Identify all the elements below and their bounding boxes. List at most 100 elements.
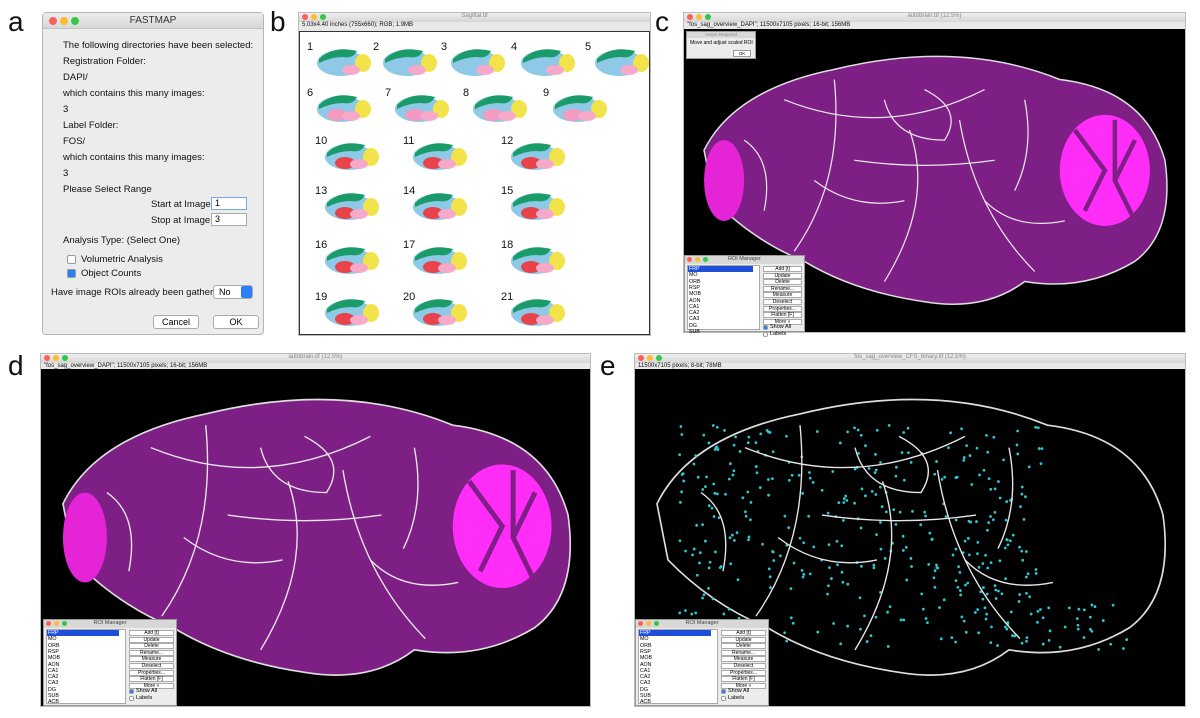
roi-item[interactable]: MOB bbox=[48, 655, 61, 662]
roi-item[interactable]: MO bbox=[640, 636, 649, 643]
checkbox[interactable] bbox=[129, 696, 134, 702]
roi-item[interactable]: SUB bbox=[640, 693, 651, 699]
roi-item[interactable]: MOB bbox=[689, 291, 702, 298]
window-control[interactable] bbox=[687, 257, 692, 262]
window-control[interactable] bbox=[54, 621, 59, 626]
window-control[interactable] bbox=[62, 355, 68, 361]
roi-item[interactable]: SUB bbox=[48, 693, 59, 699]
roi-item[interactable]: DG bbox=[689, 322, 697, 329]
roi-item[interactable]: MO bbox=[48, 636, 57, 643]
button[interactable]: Rename... bbox=[763, 285, 802, 292]
roi-item[interactable]: CA3 bbox=[640, 680, 651, 687]
button[interactable]: OK bbox=[733, 50, 751, 57]
button[interactable]: Properties... bbox=[721, 669, 766, 676]
select-box[interactable]: No bbox=[213, 285, 253, 299]
button[interactable]: Delete bbox=[129, 643, 174, 650]
button[interactable]: Update bbox=[763, 272, 802, 279]
button[interactable]: Properties... bbox=[763, 305, 802, 312]
button[interactable]: Delete bbox=[721, 643, 766, 650]
window-control[interactable] bbox=[71, 17, 79, 25]
button[interactable]: Deselect bbox=[721, 663, 766, 669]
button[interactable]: More » bbox=[129, 682, 174, 689]
window-control[interactable] bbox=[320, 14, 326, 20]
roi-item[interactable]: CA1 bbox=[689, 303, 700, 310]
window-control[interactable] bbox=[638, 621, 643, 626]
roi-item[interactable]: ORB bbox=[640, 642, 652, 649]
roi-item[interactable]: CA3 bbox=[48, 680, 59, 687]
roi-item[interactable]: RSP bbox=[640, 648, 651, 655]
roi-item[interactable]: CA2 bbox=[640, 674, 651, 681]
button[interactable]: Update bbox=[721, 636, 766, 643]
checkbox[interactable] bbox=[67, 269, 76, 278]
roi-item[interactable]: CA1 bbox=[48, 667, 59, 674]
roi-item[interactable]: DG bbox=[640, 686, 648, 693]
roi-item[interactable]: CA1 bbox=[640, 667, 651, 674]
button[interactable]: Measure bbox=[129, 656, 174, 663]
window-control[interactable] bbox=[46, 621, 51, 626]
window-control[interactable] bbox=[638, 355, 644, 361]
button[interactable]: Rename... bbox=[129, 649, 174, 656]
button[interactable]: Deselect bbox=[763, 299, 802, 305]
window-control[interactable] bbox=[53, 355, 59, 361]
button[interactable]: Add [t] bbox=[129, 630, 174, 636]
roi-item[interactable]: RSP bbox=[48, 648, 59, 655]
text-input[interactable]: 3 bbox=[211, 213, 247, 226]
checkbox[interactable] bbox=[721, 696, 726, 702]
checkbox[interactable] bbox=[129, 689, 134, 695]
text-input[interactable]: 1 bbox=[211, 197, 247, 210]
window-control[interactable] bbox=[703, 257, 708, 262]
button[interactable]: Delete bbox=[763, 279, 802, 286]
checkbox[interactable] bbox=[763, 332, 768, 338]
roi-item[interactable]: SUB bbox=[689, 329, 700, 335]
roi-item[interactable]: FRP bbox=[47, 630, 119, 637]
roi-item[interactable]: ORB bbox=[48, 642, 60, 649]
roi-item[interactable]: ACB bbox=[48, 699, 59, 706]
roi-item[interactable]: RSP bbox=[689, 284, 700, 291]
button[interactable]: Deselect bbox=[129, 663, 174, 669]
window-control[interactable] bbox=[44, 355, 50, 361]
checkbox[interactable] bbox=[763, 325, 768, 331]
window-control[interactable] bbox=[696, 14, 702, 20]
window-control[interactable] bbox=[60, 17, 68, 25]
window-control[interactable] bbox=[311, 14, 317, 20]
button[interactable]: Cancel bbox=[153, 315, 199, 329]
button[interactable]: Add [t] bbox=[763, 266, 802, 272]
roi-item[interactable]: MOB bbox=[640, 655, 653, 662]
checkbox[interactable] bbox=[721, 689, 726, 695]
roi-item[interactable]: MO bbox=[689, 272, 698, 279]
roi-item[interactable]: FRP bbox=[688, 266, 753, 273]
button[interactable]: Flatten [F] bbox=[763, 312, 802, 319]
roi-item[interactable]: ORB bbox=[689, 278, 701, 285]
button[interactable]: Flatten [F] bbox=[129, 676, 174, 683]
window-control[interactable] bbox=[705, 14, 711, 20]
window-control[interactable] bbox=[49, 17, 57, 25]
roi-item[interactable]: ACB bbox=[640, 699, 651, 706]
window-control[interactable] bbox=[687, 14, 693, 20]
button[interactable]: Rename... bbox=[721, 649, 766, 656]
button[interactable]: Measure bbox=[721, 656, 766, 663]
button[interactable]: Update bbox=[129, 636, 174, 643]
button[interactable]: More » bbox=[763, 318, 802, 325]
button[interactable]: More » bbox=[721, 682, 766, 689]
roi-item[interactable]: DG bbox=[48, 686, 56, 693]
window-control[interactable] bbox=[646, 621, 651, 626]
roi-item[interactable]: AON bbox=[689, 297, 701, 304]
window-control[interactable] bbox=[647, 355, 653, 361]
button[interactable]: Measure bbox=[763, 292, 802, 299]
roi-item[interactable]: AON bbox=[640, 661, 652, 668]
roi-item[interactable]: CA2 bbox=[48, 674, 59, 681]
window-control[interactable] bbox=[656, 355, 662, 361]
button[interactable]: Properties... bbox=[129, 669, 174, 676]
roi-item[interactable]: FRP bbox=[639, 630, 711, 637]
window-control[interactable] bbox=[654, 621, 659, 626]
roi-item[interactable]: AON bbox=[48, 661, 60, 668]
button[interactable]: Flatten [F] bbox=[721, 676, 766, 683]
roi-item[interactable]: CA2 bbox=[689, 310, 700, 317]
window-control[interactable] bbox=[302, 14, 308, 20]
button[interactable]: Add [t] bbox=[721, 630, 766, 636]
roi-item[interactable]: CA3 bbox=[689, 316, 700, 323]
button[interactable]: OK bbox=[213, 315, 259, 329]
checkbox[interactable] bbox=[67, 255, 76, 264]
window-control[interactable] bbox=[62, 621, 67, 626]
window-control[interactable] bbox=[695, 257, 700, 262]
